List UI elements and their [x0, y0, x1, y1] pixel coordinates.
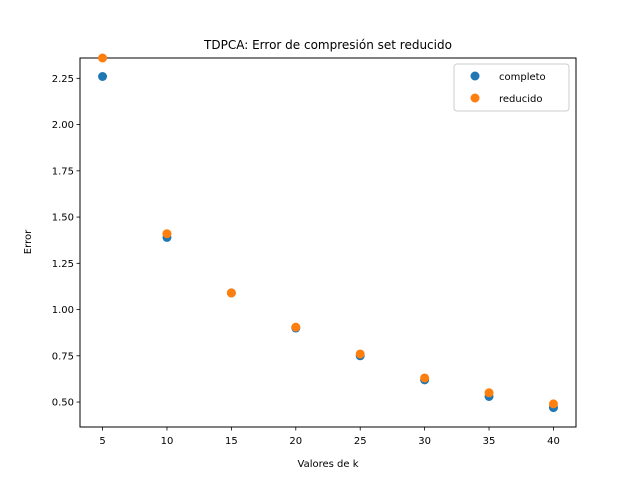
y-tick-label: 0.50: [52, 398, 74, 409]
x-tick-label: 35: [483, 436, 496, 447]
y-tick-label: 2.00: [52, 120, 74, 131]
x-tick-label: 30: [418, 436, 431, 447]
legend-box: [453, 63, 570, 112]
legend-label-reducido: reducido: [499, 94, 542, 105]
legend-label-completo: completo: [499, 72, 546, 83]
point-reducido-k30: [420, 373, 430, 383]
y-tick-label: 1.00: [52, 305, 74, 316]
x-axis: 5 10 15 20 25 30 35 40: [99, 427, 560, 447]
legend-marker-reducido: [470, 93, 480, 103]
y-axis: 0.50 0.75 1.00 1.25 1.50 1.75 2.00 2.25: [52, 74, 80, 409]
data-points: [98, 53, 558, 413]
point-reducido-k35: [484, 388, 494, 398]
chart-title: TDPCA: Error de compresión set reducido: [203, 38, 452, 52]
y-tick-label: 2.25: [52, 74, 74, 85]
legend: completo reducido: [453, 63, 570, 112]
plot-frame: [79, 57, 577, 428]
point-reducido-k25: [355, 349, 365, 359]
x-tick-label: 40: [547, 436, 560, 447]
point-reducido-k15: [226, 288, 236, 298]
x-tick-label: 10: [161, 436, 174, 447]
y-tick-label: 1.75: [52, 166, 74, 177]
y-axis-label: Error: [23, 229, 34, 254]
point-completo-k5: [98, 71, 108, 81]
x-tick-label: 20: [289, 436, 302, 447]
x-tick-label: 25: [354, 436, 367, 447]
y-tick-label: 0.75: [52, 351, 74, 362]
x-tick-label: 5: [99, 436, 105, 447]
y-tick-label: 1.50: [52, 213, 74, 224]
point-reducido-k20: [291, 322, 301, 332]
x-tick-label: 15: [225, 436, 238, 447]
point-reducido-k10: [162, 229, 172, 239]
x-axis-label: Valores de k: [298, 459, 359, 470]
point-reducido-k5: [98, 53, 108, 63]
plot-area: [79, 57, 577, 428]
point-reducido-k40: [548, 399, 558, 409]
legend-marker-completo: [470, 71, 480, 81]
y-tick-label: 1.25: [52, 259, 74, 270]
